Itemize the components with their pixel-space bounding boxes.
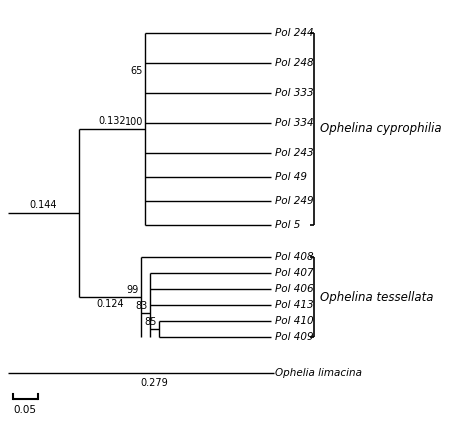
Text: Ophelina tessellata: Ophelina tessellata xyxy=(319,291,433,304)
Text: Pol 334: Pol 334 xyxy=(275,118,314,128)
Text: 100: 100 xyxy=(125,117,143,127)
Text: Pol 49: Pol 49 xyxy=(275,172,307,182)
Text: 0.05: 0.05 xyxy=(14,405,36,415)
Text: Pol 410: Pol 410 xyxy=(275,316,314,326)
Text: Pol 244: Pol 244 xyxy=(275,28,314,38)
Text: 0.124: 0.124 xyxy=(96,299,124,309)
Text: Pol 249: Pol 249 xyxy=(275,196,314,206)
Text: Pol 248: Pol 248 xyxy=(275,58,314,68)
Text: Pol 406: Pol 406 xyxy=(275,284,314,294)
Text: Pol 243: Pol 243 xyxy=(275,148,314,158)
Text: 85: 85 xyxy=(145,317,157,327)
Text: 0.279: 0.279 xyxy=(141,378,168,388)
Text: 99: 99 xyxy=(127,285,139,295)
Text: Ophelina cyprophilia: Ophelina cyprophilia xyxy=(319,122,441,135)
Text: Ophelia limacina: Ophelia limacina xyxy=(275,368,362,378)
Text: Pol 333: Pol 333 xyxy=(275,88,314,98)
Text: 65: 65 xyxy=(131,66,143,76)
Text: 83: 83 xyxy=(136,301,148,311)
Text: Pol 408: Pol 408 xyxy=(275,252,314,262)
Text: Pol 5: Pol 5 xyxy=(275,220,301,230)
Text: 0.132: 0.132 xyxy=(99,116,126,126)
Text: 0.144: 0.144 xyxy=(30,200,57,210)
Text: Pol 413: Pol 413 xyxy=(275,300,314,310)
Text: Pol 409: Pol 409 xyxy=(275,332,314,342)
Text: Pol 407: Pol 407 xyxy=(275,268,314,278)
